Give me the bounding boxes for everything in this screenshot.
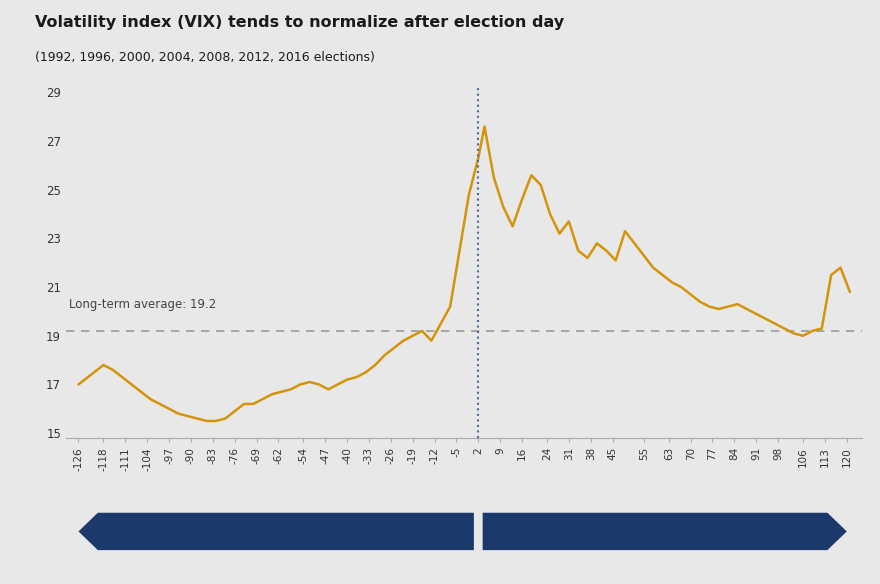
Polygon shape xyxy=(78,513,473,550)
Text: Long-term average: 19.2: Long-term average: 19.2 xyxy=(70,298,216,311)
Text: 6 months before election day: 6 months before election day xyxy=(176,525,381,538)
Text: 6 months after election day: 6 months after election day xyxy=(566,525,759,538)
Text: Volatility index (VIX) tends to normalize after election day: Volatility index (VIX) tends to normaliz… xyxy=(35,15,564,30)
Polygon shape xyxy=(482,513,847,550)
Text: (1992, 1996, 2000, 2004, 2008, 2012, 2016 elections): (1992, 1996, 2000, 2004, 2008, 2012, 201… xyxy=(35,51,375,64)
